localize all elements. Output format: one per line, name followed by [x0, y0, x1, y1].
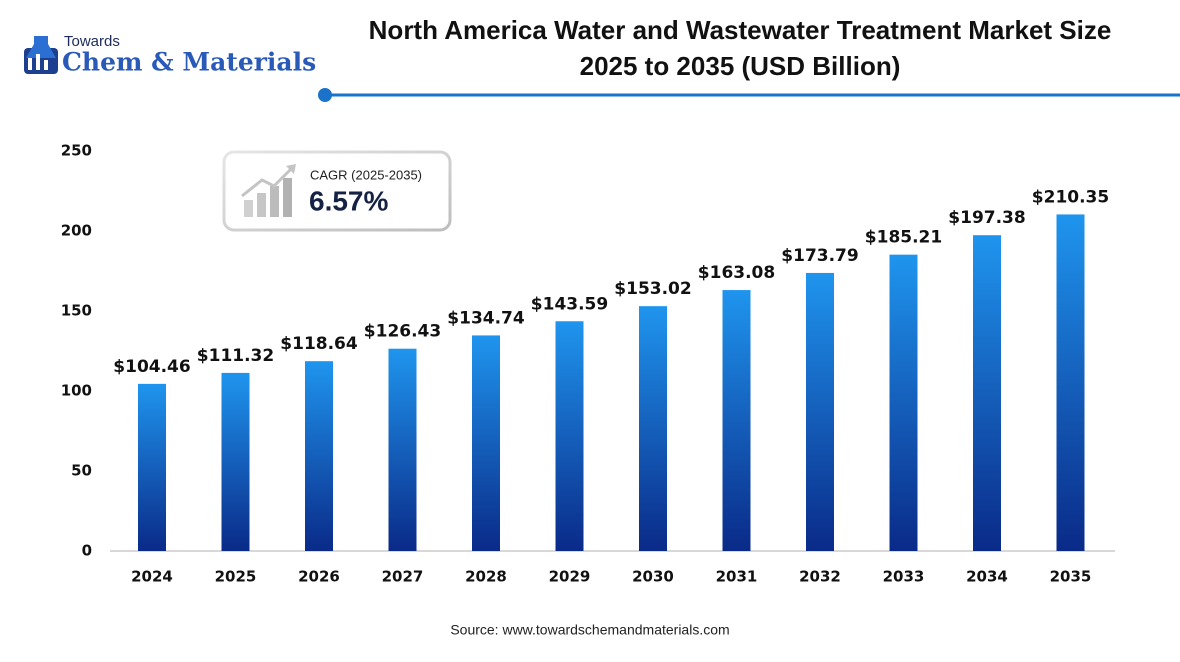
- cagr-icon-bar: [283, 178, 292, 217]
- x-tick-label: 2033: [883, 568, 925, 586]
- cagr-value: 6.57%: [309, 185, 388, 216]
- bar: [722, 290, 751, 551]
- chart-subtitle: 2025 to 2035 (USD Billion): [580, 51, 901, 81]
- logo-bar: [44, 60, 48, 70]
- cagr-frame: [222, 150, 452, 232]
- x-tick-label: 2030: [632, 568, 674, 586]
- cagr-box: CAGR (2025-2035) 6.57%: [222, 150, 452, 232]
- y-tick-label: 200: [61, 222, 92, 240]
- value-label: $111.32: [197, 346, 274, 366]
- value-label: $126.43: [364, 322, 441, 342]
- y-tick-label: 250: [61, 142, 92, 160]
- cagr-icon-bar: [257, 193, 266, 217]
- logo-main: Chem & Materials: [62, 48, 316, 77]
- value-label: $163.08: [698, 263, 775, 283]
- value-label: $173.79: [781, 246, 858, 266]
- x-tick-label: 2034: [966, 568, 1008, 586]
- y-tick-label: 0: [82, 542, 92, 560]
- value-label: $118.64: [280, 334, 358, 354]
- bar: [138, 383, 166, 551]
- cagr-icon-arrow: [241, 166, 294, 198]
- logo-top: Towards: [64, 33, 120, 50]
- cagr-label: CAGR (2025-2035): [310, 167, 422, 182]
- x-tick-label: 2035: [1050, 568, 1092, 586]
- x-tick-label: 2032: [799, 568, 841, 586]
- value-label: $197.38: [948, 208, 1025, 228]
- header-dot: [318, 88, 332, 102]
- value-label: $185.21: [865, 228, 942, 248]
- y-tick-label: 150: [61, 302, 92, 320]
- bar: [639, 306, 667, 551]
- x-tick-label: 2024: [131, 568, 173, 586]
- bar: [1056, 214, 1085, 551]
- chart-title: North America Water and Wastewater Treat…: [369, 15, 1112, 45]
- cagr-icon-bar: [244, 200, 253, 217]
- x-tick-label: 2025: [215, 568, 257, 586]
- cagr-icon-bar: [270, 186, 279, 217]
- source-note: Source: www.towardschemandmaterials.com: [450, 622, 729, 638]
- bar: [806, 272, 834, 551]
- logo-bar: [36, 54, 40, 70]
- x-tick-label: 2027: [382, 568, 424, 586]
- value-label: $143.59: [531, 294, 608, 314]
- bar: [305, 361, 333, 551]
- bar: [973, 235, 1001, 551]
- logo: Towards Chem & Materials: [24, 33, 316, 77]
- y-tick-label: 100: [61, 382, 92, 400]
- x-tick-label: 2026: [298, 568, 340, 586]
- bar: [221, 372, 250, 551]
- value-label: $210.35: [1032, 187, 1109, 207]
- bar: [555, 321, 584, 551]
- value-label: $104.46: [113, 357, 190, 377]
- cagr-icon-arrowhead: [286, 164, 296, 174]
- x-tick-label: 2028: [465, 568, 507, 586]
- bar: [472, 335, 500, 551]
- logo-bar: [28, 58, 32, 70]
- bar: [889, 254, 918, 551]
- bar: [388, 348, 417, 551]
- x-tick-label: 2031: [716, 568, 758, 586]
- value-label: $134.74: [447, 308, 525, 328]
- logo-flask: [26, 36, 56, 58]
- x-tick-label: 2029: [549, 568, 591, 586]
- value-label: $153.02: [614, 279, 691, 299]
- y-tick-label: 50: [71, 462, 92, 480]
